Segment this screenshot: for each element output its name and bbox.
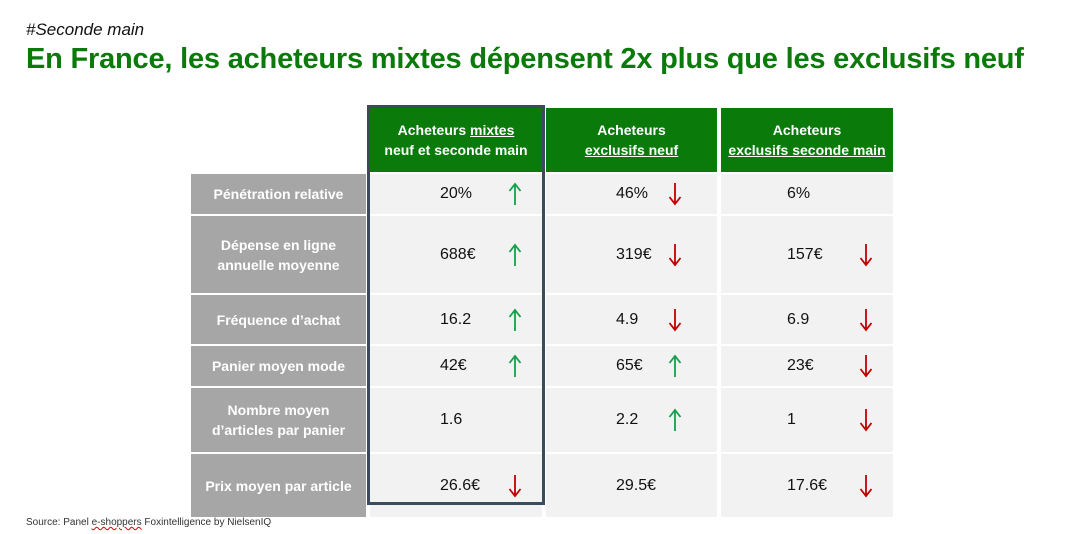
row-label: Fréquence d’achat bbox=[191, 295, 366, 344]
column-header-exclusifs-seconde-main: Acheteurs exclusifs seconde main bbox=[721, 108, 893, 172]
table-cell: 16.2 bbox=[370, 295, 542, 344]
arrow-up-icon bbox=[508, 308, 522, 332]
arrow-up-icon bbox=[508, 354, 522, 378]
column-header-line2: neuf et seconde main bbox=[384, 142, 528, 158]
row-label: Dépense en ligne annuelle moyenne bbox=[191, 216, 366, 293]
table-cell: 65€ bbox=[546, 346, 717, 386]
cell-value: 29.5€ bbox=[616, 476, 657, 494]
comparison-table: Acheteurs mixtes neuf et seconde main Ac… bbox=[191, 108, 895, 517]
cell-value: 688€ bbox=[440, 245, 476, 263]
table-cell: 42€ bbox=[370, 346, 542, 386]
cell-value: 42€ bbox=[440, 357, 467, 374]
column-header-underlined: mixtes bbox=[470, 122, 515, 138]
arrow-up-icon bbox=[668, 354, 682, 378]
table-cell: 4.9 bbox=[546, 295, 717, 344]
arrow-down-icon bbox=[668, 182, 682, 206]
column-header-underlined: exclusifs neuf bbox=[584, 142, 679, 158]
cell-value: 6% bbox=[787, 185, 811, 202]
arrow-down-icon bbox=[859, 408, 873, 432]
source-prefix: Source: Panel bbox=[26, 517, 92, 528]
arrow-down-icon bbox=[508, 474, 522, 498]
row-label: Panier moyen mode bbox=[191, 346, 366, 386]
arrow-down-icon bbox=[859, 243, 873, 267]
arrow-up-icon bbox=[508, 243, 522, 267]
cell-value: 26.6€ bbox=[440, 476, 481, 494]
table-cell: 688€ bbox=[370, 216, 542, 293]
table-cell: 23€ bbox=[721, 346, 893, 386]
cell-value: 4.9 bbox=[616, 310, 639, 328]
table-cell: 46% bbox=[546, 174, 717, 214]
column-header-text: Acheteurs bbox=[772, 122, 842, 138]
cell-value: 20% bbox=[440, 185, 473, 202]
row-label: Nombre moyen d’articles par panier bbox=[191, 388, 366, 452]
hashtag-label: #Seconde main bbox=[26, 20, 145, 39]
source-panel-word: e-shoppers bbox=[91, 517, 142, 528]
cell-value: 2.2 bbox=[616, 411, 639, 428]
table-cell: 17.6€ bbox=[721, 454, 893, 517]
table-cell: 6.9 bbox=[721, 295, 893, 344]
cell-value: 1 bbox=[787, 411, 796, 428]
arrow-down-icon bbox=[668, 243, 682, 267]
cell-value: 46% bbox=[616, 185, 649, 202]
cell-value: 65€ bbox=[616, 357, 643, 374]
table-cell: 6% bbox=[721, 174, 893, 214]
slide-title: En France, les acheteurs mixtes dépensen… bbox=[26, 43, 1024, 75]
table-cell: 319€ bbox=[546, 216, 717, 293]
cell-value: 319€ bbox=[616, 245, 652, 263]
column-header-underlined: exclusifs seconde main bbox=[728, 142, 886, 158]
cell-value: 157€ bbox=[787, 245, 823, 263]
arrow-up-icon bbox=[508, 182, 522, 206]
cell-value: 17.6€ bbox=[787, 476, 828, 494]
table-corner bbox=[191, 108, 368, 172]
table-cell: 26.6€ bbox=[370, 454, 542, 517]
table-cell: 20% bbox=[370, 174, 542, 214]
row-label: Prix moyen par article bbox=[191, 454, 366, 517]
cell-value: 1.6 bbox=[440, 411, 463, 428]
cell-value: 16.2 bbox=[440, 310, 472, 328]
table-cell: 29.5€ bbox=[546, 454, 717, 517]
source-suffix: Foxintelligence by NielsenIQ bbox=[141, 517, 272, 528]
column-header-text: Acheteurs bbox=[597, 122, 666, 138]
table-cell: 157€ bbox=[721, 216, 893, 293]
table-cell: 1.6 bbox=[370, 388, 542, 452]
arrow-up-icon bbox=[668, 408, 682, 432]
column-header-mixtes: Acheteurs mixtes neuf et seconde main bbox=[370, 108, 542, 172]
source-note: Source: Panel e-shoppers Foxintelligence… bbox=[26, 517, 271, 528]
arrow-down-icon bbox=[668, 308, 682, 332]
table-cell: 2.2 bbox=[546, 388, 717, 452]
cell-value: 6.9 bbox=[787, 310, 810, 328]
cell-value: 23€ bbox=[787, 357, 814, 374]
arrow-down-icon bbox=[859, 308, 873, 332]
table-cell: 1 bbox=[721, 388, 893, 452]
column-header-text: Acheteurs bbox=[397, 122, 470, 138]
row-label: Pénétration relative bbox=[191, 174, 366, 214]
arrow-down-icon bbox=[859, 474, 873, 498]
column-header-exclusifs-neuf: Acheteurs exclusifs neuf bbox=[546, 108, 717, 172]
arrow-down-icon bbox=[859, 354, 873, 378]
